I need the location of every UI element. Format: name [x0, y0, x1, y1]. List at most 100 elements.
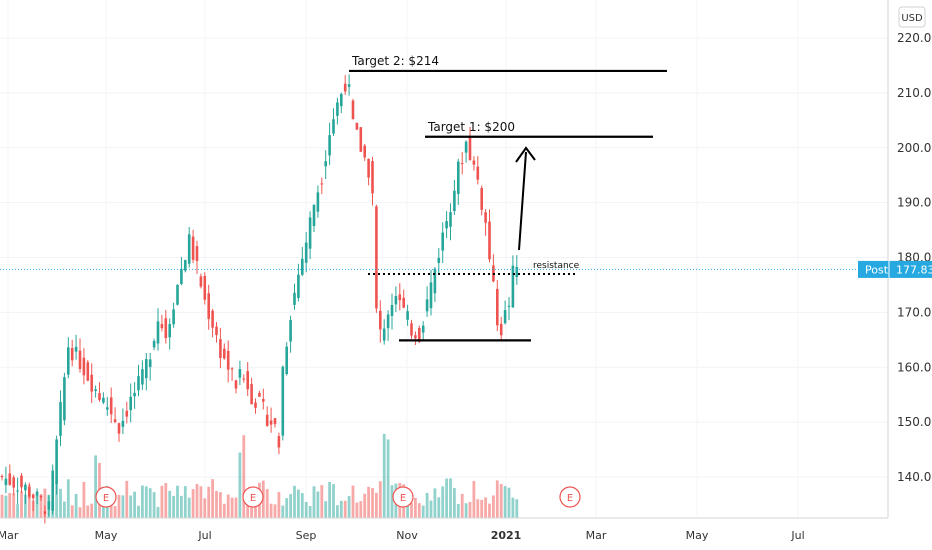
volume-bar [78, 507, 82, 518]
volume-bar [12, 493, 16, 518]
volume-bar [86, 505, 90, 518]
volume-bar [456, 503, 460, 518]
candle-body [86, 362, 90, 381]
candle-body [437, 257, 441, 263]
post-price-badge: Post 177.83 [858, 260, 932, 278]
volume-bar [191, 489, 195, 518]
candle-body [441, 232, 444, 251]
volume-bar [320, 485, 324, 518]
candle-body [47, 501, 51, 510]
candle-body [242, 378, 246, 380]
candle-body [418, 327, 421, 342]
earnings-badge[interactable]: E [392, 486, 414, 508]
candle-body [125, 410, 129, 417]
candle-body [16, 490, 19, 492]
volume-bar [207, 486, 211, 518]
candle-body [78, 350, 82, 369]
candle-body [332, 119, 335, 134]
candle-body [109, 397, 113, 415]
volume-bar [476, 499, 480, 518]
candle-body [121, 420, 125, 427]
candle-body [464, 141, 468, 153]
candle-body [67, 347, 70, 375]
volume-bar [441, 486, 445, 518]
candle-body [31, 494, 35, 499]
candle-body [82, 357, 86, 376]
candle-body [289, 320, 292, 342]
annotations: Target 2: $214 Target 1: $200 resistance [349, 54, 667, 342]
target1-label: Target 1: $200 [427, 120, 515, 134]
candle-body [39, 496, 43, 498]
candle-body [414, 335, 417, 339]
candle-body [429, 282, 433, 309]
y-tick-label: 170.00 [897, 305, 932, 319]
candle-body [425, 299, 429, 312]
candle-body [74, 346, 78, 352]
currency-label[interactable]: USD [898, 6, 926, 28]
volume-bar [492, 495, 495, 518]
candle-body [226, 350, 230, 370]
volume-bar [414, 497, 417, 518]
volume-bar [20, 491, 23, 518]
y-tick-label: 160.00 [897, 360, 932, 374]
candle-body [223, 348, 226, 359]
volume-bar [187, 497, 191, 518]
candle-body [133, 392, 136, 397]
volume-bar [472, 480, 476, 518]
volume-bar [289, 494, 292, 518]
price-axis: 140.00150.00160.00170.00180.00190.00200.… [887, 0, 932, 518]
volume-bar [468, 501, 472, 518]
candle-body [187, 234, 191, 264]
candle-body [488, 221, 491, 260]
x-tick-label: May [95, 529, 118, 542]
candle-body [129, 396, 132, 411]
earnings-badge[interactable]: E [95, 486, 117, 508]
candle-body [367, 158, 370, 178]
volume-bar [246, 505, 250, 518]
candle-body [195, 246, 199, 262]
candle-body [168, 324, 171, 338]
svg-text:E: E [400, 493, 406, 504]
candle-body [277, 436, 281, 448]
candle-body [320, 183, 324, 185]
candle-body [293, 292, 296, 305]
candle-body [503, 310, 507, 324]
volume-bar [230, 497, 234, 518]
volume-bar [172, 495, 175, 518]
earnings-badge[interactable]: E [559, 486, 581, 508]
volume-bar [449, 478, 452, 518]
candle-body [199, 276, 203, 287]
volume-bar [219, 492, 222, 518]
candle-body [476, 166, 480, 180]
candle-body [449, 212, 452, 227]
candle-body [90, 374, 93, 392]
candle-body [63, 377, 66, 421]
volume-bar [70, 505, 74, 518]
time-axis: Mar May Jul Sep Nov 2021 Mar May Jul [0, 517, 888, 542]
candle-body [207, 293, 210, 319]
volume-bar [141, 485, 144, 518]
volume-bar [195, 483, 199, 518]
candle-body [410, 323, 413, 336]
candle-body [511, 265, 515, 308]
volume-bar [347, 496, 351, 518]
candle-body [4, 478, 8, 486]
volume-bar [378, 481, 382, 518]
volume-bar [55, 482, 58, 518]
candle-body [8, 473, 12, 485]
volume-bar [226, 494, 230, 518]
volume-bar [375, 492, 378, 518]
candle-body [301, 258, 304, 275]
volume-bar [63, 501, 66, 518]
candle-body [234, 380, 238, 389]
earnings-badge[interactable]: E [242, 486, 264, 508]
candle-body [382, 328, 386, 341]
candle-body [515, 266, 519, 278]
volume-bar [176, 485, 179, 518]
candle-body [148, 359, 152, 368]
volume-bar [297, 489, 300, 518]
volume-bar [82, 481, 86, 518]
candle-body [433, 268, 437, 294]
